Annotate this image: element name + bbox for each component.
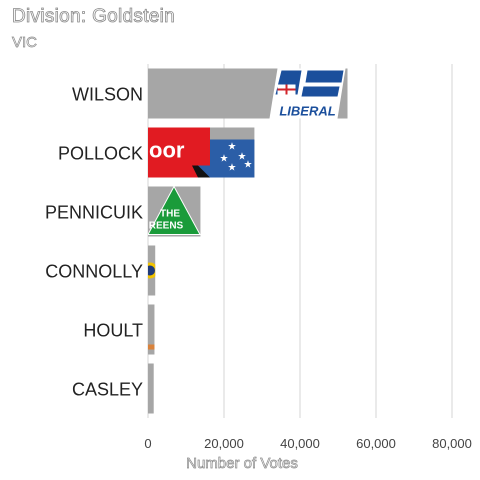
bar (148, 363, 154, 414)
bar-group (148, 363, 154, 414)
category-label: CASLEY (72, 380, 143, 400)
category-label: WILSON (72, 85, 143, 105)
x-tick-label: 20,000 (204, 436, 244, 451)
x-axis-title: Number of Votes (186, 455, 298, 472)
x-tick-label: 60,000 (356, 436, 396, 451)
chart-subtitle: VIC (12, 34, 38, 52)
category-label: POLLOCK (58, 144, 143, 164)
x-tick-label: 40,000 (280, 436, 320, 451)
x-tick-label: 0 (144, 436, 151, 451)
category-label: PENNICUIK (45, 203, 143, 223)
svg-text:REENS: REENS (149, 221, 184, 232)
liberal-logo-icon: LIBERAL (269, 68, 346, 119)
chart-title: Division: Goldstein (12, 6, 176, 28)
svg-text:★: ★ (238, 152, 247, 163)
category-label: HOULT (83, 321, 143, 341)
svg-text:★: ★ (228, 142, 237, 153)
bar-group: ★★ ★★ ★oor (148, 127, 255, 178)
other-yellow-circle-logo-icon (148, 262, 156, 279)
bar-group: LIBERAL (148, 68, 348, 119)
bar-group (148, 245, 156, 296)
other-orange-strip-logo-icon (148, 344, 155, 350)
svg-text:★: ★ (220, 154, 229, 165)
svg-text:oor: oor (149, 138, 185, 163)
bar (148, 304, 155, 355)
svg-text:★: ★ (228, 163, 237, 174)
svg-text:★: ★ (244, 160, 253, 171)
category-label: CONNOLLY (45, 262, 143, 282)
bar-group (148, 304, 155, 355)
svg-text:THE: THE (160, 209, 180, 220)
labor-logo-icon: ★★ ★★ ★oor (148, 127, 255, 178)
x-tick-label: 80,000 (432, 436, 472, 451)
svg-text:LIBERAL: LIBERAL (279, 104, 335, 119)
